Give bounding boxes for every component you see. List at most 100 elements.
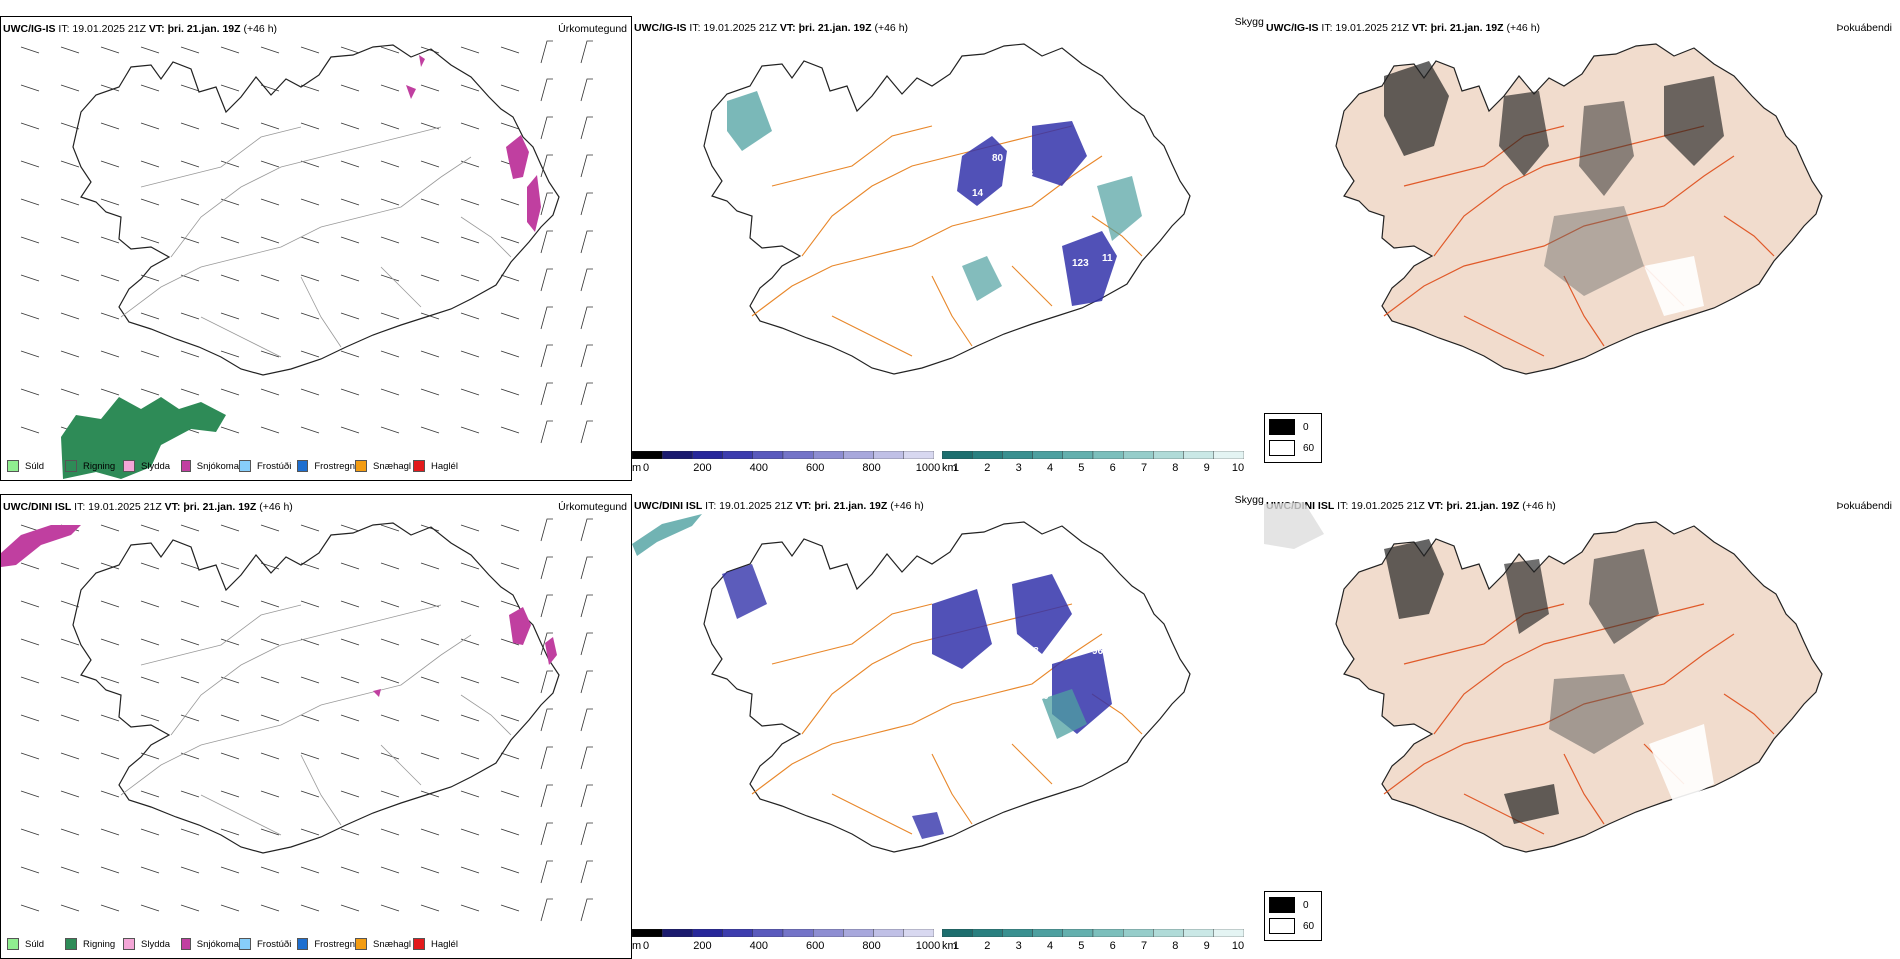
fog-shading bbox=[1264, 502, 1714, 824]
wind-barb bbox=[380, 904, 400, 912]
colorbar-segment bbox=[1002, 928, 1033, 938]
colorbar-segment bbox=[1183, 928, 1215, 938]
wind-barb bbox=[180, 84, 200, 92]
wind-barb bbox=[60, 122, 80, 130]
colorbar-segment bbox=[812, 450, 844, 460]
wind-barb bbox=[580, 518, 593, 542]
wind-barb bbox=[20, 274, 40, 282]
wind-barb bbox=[180, 866, 200, 874]
wind-barb bbox=[220, 426, 240, 434]
legend-swatch bbox=[355, 938, 367, 950]
colorbar-segment bbox=[812, 928, 844, 938]
road-network bbox=[751, 125, 1143, 357]
legend-label: Súld bbox=[25, 938, 45, 950]
colorbar-segment bbox=[782, 928, 814, 938]
wind-barb bbox=[140, 904, 160, 912]
wind-barb bbox=[500, 562, 520, 570]
legend-label: Snæhagl bbox=[373, 938, 412, 950]
colorbar-segment bbox=[843, 450, 874, 460]
colorbar-segment bbox=[1153, 450, 1184, 460]
visibility-scale-km: km 1 2 3 4 5 6 7 8 9 10 bbox=[941, 928, 1245, 953]
wind-barb bbox=[420, 638, 440, 646]
colorbar-tick: 7 bbox=[1140, 462, 1148, 474]
wind-barb bbox=[340, 600, 360, 608]
rain-area bbox=[61, 397, 226, 479]
wind-barb bbox=[500, 122, 520, 130]
colorbar-segment bbox=[903, 450, 935, 460]
wind-barb bbox=[460, 714, 480, 722]
colorbar-unit: km bbox=[942, 462, 957, 474]
colorbar-segment bbox=[941, 928, 973, 938]
legend-item: Snjókoma bbox=[181, 938, 239, 950]
colorbar-tick: 9 bbox=[1203, 462, 1210, 474]
wind-barb bbox=[220, 638, 240, 646]
wind-barb bbox=[340, 866, 360, 874]
wind-barb bbox=[100, 600, 120, 608]
wind-barb bbox=[460, 904, 480, 912]
legend-item: Snjókoma bbox=[181, 460, 239, 472]
wind-barb bbox=[60, 562, 80, 570]
wind-barb bbox=[60, 866, 80, 874]
wind-barb bbox=[580, 784, 593, 808]
wind-barb bbox=[580, 708, 593, 732]
wind-barb bbox=[300, 866, 320, 874]
wind-barb bbox=[260, 866, 280, 874]
wind-barb bbox=[180, 752, 200, 760]
visibility-value: 208 bbox=[1022, 646, 1039, 657]
wind-barb bbox=[580, 230, 593, 254]
wind-barb bbox=[140, 562, 160, 570]
wind-barb bbox=[220, 714, 240, 722]
wind-barb bbox=[460, 524, 480, 532]
wind-barb bbox=[460, 752, 480, 760]
wind-barb bbox=[300, 676, 320, 684]
wind-barb bbox=[500, 904, 520, 912]
visibility-scale-m: m 0 200 400 600 800 1000 bbox=[631, 450, 940, 475]
wind-barb bbox=[540, 344, 553, 368]
wind-barb bbox=[500, 828, 520, 836]
legend-label: Rigning bbox=[83, 460, 116, 472]
legend-item: Slydda bbox=[123, 460, 181, 472]
wind-barb bbox=[260, 904, 280, 912]
legend-swatch bbox=[239, 938, 251, 950]
wind-barb bbox=[180, 388, 200, 396]
visibility-scale-km: km 1 2 3 4 5 6 7 8 9 10 bbox=[941, 450, 1245, 475]
legend-swatch bbox=[65, 938, 77, 950]
legend-item: Snæhagl bbox=[355, 460, 413, 472]
wind-barb bbox=[300, 638, 320, 646]
visibility-value: 14 bbox=[1092, 168, 1104, 179]
wind-barb bbox=[140, 46, 160, 54]
wind-barb bbox=[380, 84, 400, 92]
wind-barb bbox=[540, 822, 553, 846]
wind-barb bbox=[580, 746, 593, 770]
wind-barb bbox=[380, 714, 400, 722]
wind-barb bbox=[140, 790, 160, 798]
wind-barb bbox=[260, 790, 280, 798]
colorbar-tick: 200 bbox=[693, 940, 712, 952]
wind-barb bbox=[300, 122, 320, 130]
wind-barb bbox=[140, 198, 160, 206]
wind-barb bbox=[260, 828, 280, 836]
colorbar-tick: 600 bbox=[806, 940, 825, 952]
legend-label: Haglél bbox=[431, 938, 458, 950]
wind-barb bbox=[100, 904, 120, 912]
wind-barb bbox=[380, 350, 400, 358]
wind-barb bbox=[420, 562, 440, 570]
wind-barb bbox=[420, 236, 440, 244]
wind-barb bbox=[340, 904, 360, 912]
wind-barb bbox=[340, 84, 360, 92]
legend-item: Frostregn bbox=[297, 938, 355, 950]
wind-barb bbox=[340, 562, 360, 570]
colorbar-tick: 8 bbox=[1172, 462, 1179, 474]
colorbar-segment bbox=[1183, 450, 1215, 460]
wind-barb bbox=[540, 78, 553, 102]
wind-barb bbox=[140, 84, 160, 92]
iceland-coastline bbox=[703, 43, 1191, 375]
visibility-value: 96 bbox=[1092, 646, 1104, 657]
wind-barb bbox=[340, 274, 360, 282]
wind-barb bbox=[100, 312, 120, 320]
panel-header: UWC/DINI ISL IT: 19.01.2025 21Z VT: þri.… bbox=[634, 500, 924, 512]
colorbar-segment bbox=[1032, 928, 1063, 938]
wind-barb bbox=[220, 160, 240, 168]
wind-barb bbox=[500, 350, 520, 358]
legend-label: Slydda bbox=[141, 938, 171, 950]
